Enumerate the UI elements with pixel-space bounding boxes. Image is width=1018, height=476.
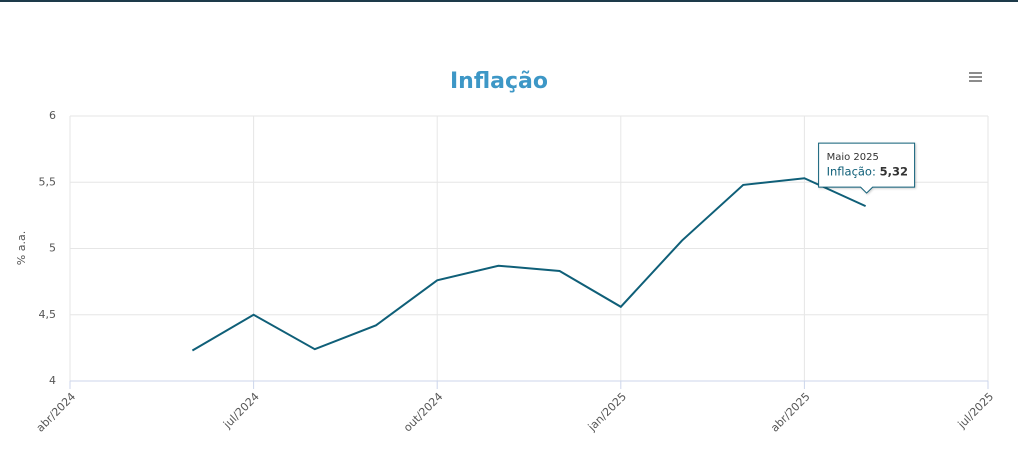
y-tick-label: 5,5 <box>39 175 57 188</box>
tooltip-series: Inflação: <box>827 165 876 179</box>
x-tick-label: abr/2025 <box>768 390 813 435</box>
y-tick-label: 4 <box>49 374 56 387</box>
x-tick-label: abr/2024 <box>34 390 79 435</box>
tooltip-box <box>818 142 916 194</box>
tooltip-header: Maio 2025 <box>827 152 879 163</box>
top-border <box>0 0 1018 2</box>
x-tick-label: jul/2025 <box>955 390 997 432</box>
y-tick-label: 6 <box>49 109 56 122</box>
tooltip-value: 5,32 <box>880 165 908 179</box>
y-tick-label: 4,5 <box>39 308 57 321</box>
x-tick-label: jul/2024 <box>220 390 262 432</box>
line <box>191 177 867 352</box>
tooltip: Maio 2025 Inflação: 5,32 <box>818 142 916 194</box>
y-axis-title: % a.a. <box>15 231 28 265</box>
x-tick-label: out/2024 <box>401 390 445 434</box>
menu-button[interactable] <box>969 72 982 82</box>
y-tick-label: 5 <box>49 242 56 255</box>
chart-title: Inflação <box>450 69 548 94</box>
x-tick-label: jan/2025 <box>585 390 629 434</box>
